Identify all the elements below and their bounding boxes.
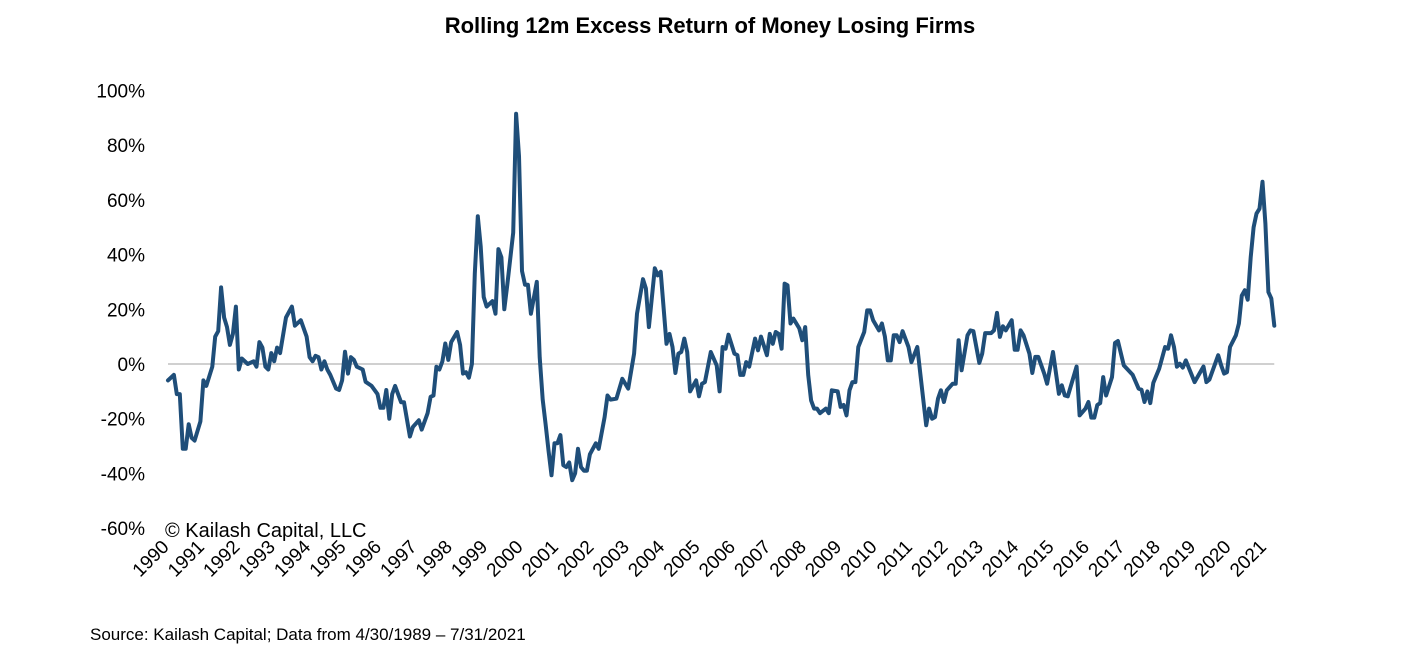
x-tick-label: 1991 — [164, 537, 209, 582]
x-tick-label: 2017 — [1085, 537, 1130, 582]
x-tick-label: 1998 — [412, 537, 457, 582]
x-tick-label: 2004 — [624, 536, 669, 581]
x-tick-label: 1999 — [447, 537, 492, 582]
x-tick-label: 2015 — [1014, 537, 1059, 582]
x-tick-label: 2002 — [554, 537, 599, 582]
x-tick-label: 2006 — [695, 537, 740, 582]
x-tick-label: 2021 — [1226, 537, 1271, 582]
x-tick-label: 2018 — [1120, 537, 1165, 582]
x-tick-label: 2013 — [943, 537, 988, 582]
x-tick-label: 2007 — [731, 537, 776, 582]
x-tick-label: 2003 — [589, 537, 634, 582]
x-axis: 1990199119921993199419951996199719981999… — [129, 536, 1271, 581]
copyright-watermark: © Kailash Capital, LLC — [165, 520, 367, 542]
y-tick-label: 0% — [118, 355, 146, 376]
y-tick-label: 60% — [107, 191, 145, 212]
x-tick-label: 2010 — [837, 537, 882, 582]
y-tick-label: 20% — [107, 300, 145, 321]
x-tick-label: 2012 — [908, 537, 953, 582]
y-tick-label: -60% — [101, 519, 145, 540]
y-tick-label: -40% — [101, 464, 145, 485]
x-tick-label: 1993 — [235, 537, 280, 582]
x-tick-label: 2014 — [978, 536, 1023, 581]
x-tick-label: 2019 — [1155, 537, 1200, 582]
x-tick-label: 1990 — [129, 537, 174, 582]
x-tick-label: 1995 — [306, 537, 351, 582]
y-tick-label: 40% — [107, 246, 145, 267]
x-tick-label: 2011 — [873, 537, 917, 581]
x-tick-label: 2020 — [1191, 537, 1236, 582]
x-tick-label: 1997 — [377, 537, 422, 582]
y-tick-label: 100% — [96, 82, 145, 103]
y-tick-label: 80% — [107, 136, 145, 157]
x-tick-label: 2016 — [1049, 537, 1094, 582]
x-tick-label: 2008 — [766, 537, 811, 582]
x-tick-label: 1994 — [270, 536, 315, 581]
x-tick-label: 2009 — [801, 537, 846, 582]
x-tick-label: 1996 — [341, 537, 386, 582]
y-tick-label: -20% — [101, 410, 145, 431]
x-tick-label: 2001 — [518, 537, 563, 582]
y-axis: 100% 80% 60% 40% 20% 0% -20% -40% -60% — [96, 82, 145, 541]
series-line — [166, 111, 1277, 483]
chart-title: Rolling 12m Excess Return of Money Losin… — [445, 13, 976, 38]
x-tick-label: 2000 — [483, 537, 528, 582]
x-tick-label: 2005 — [660, 537, 705, 582]
x-tick-label: 1992 — [200, 537, 245, 582]
source-note: Source: Kailash Capital; Data from 4/30/… — [90, 625, 526, 644]
